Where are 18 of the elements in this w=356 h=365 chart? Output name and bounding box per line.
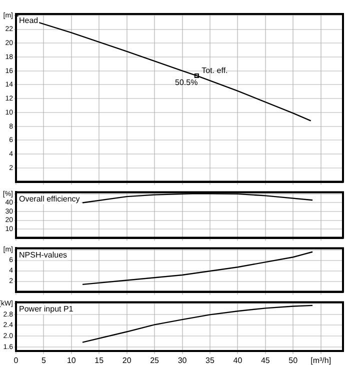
annotation: Tot. eff.: [202, 66, 228, 75]
chart-title: NPSH-values: [19, 250, 68, 260]
x-tick-label: 30: [178, 356, 188, 365]
chart-title: Head: [19, 16, 38, 26]
x-tick-label: 50: [288, 356, 298, 365]
x-tick-label: 35: [206, 356, 215, 365]
x-tick-label: 0: [14, 356, 19, 365]
x-tick-label: 15: [94, 356, 104, 365]
annotation: 50.5%: [174, 78, 198, 87]
x-tick-label: 45: [260, 356, 270, 365]
chart-title: Overall efficiency: [19, 194, 80, 204]
x-tick-label: 10: [66, 356, 76, 365]
x-tick-label: 25: [150, 356, 160, 365]
x-tick-label: 40: [233, 356, 243, 365]
x-tick-label: 5: [41, 356, 46, 365]
x-tick-label: [m³/h]: [310, 356, 332, 365]
x-tick-label: 20: [122, 356, 132, 365]
chart-title: Power input P1: [19, 304, 74, 314]
